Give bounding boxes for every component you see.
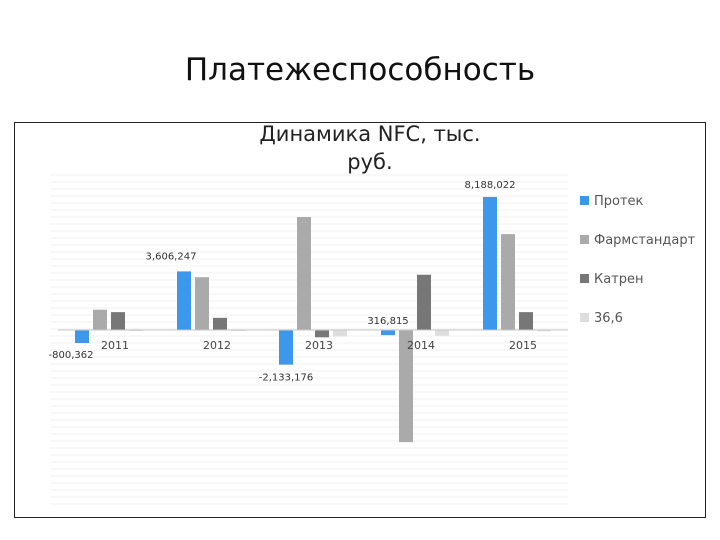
bar-2-2015 — [501, 234, 515, 330]
chart-frame — [14, 122, 706, 518]
legend-swatch — [580, 313, 589, 322]
bar-1-2011 — [75, 330, 89, 344]
legend-label: Протек — [594, 194, 644, 209]
x-tick-label: 2012 — [203, 339, 231, 352]
bar-3-2011 — [111, 312, 125, 330]
bar-2-2011 — [93, 309, 107, 330]
bar-1-2013 — [279, 330, 293, 365]
chart-title-line2: руб. — [347, 150, 393, 174]
legend-swatch — [580, 235, 589, 244]
bar-1-2012 — [177, 271, 191, 330]
bar-1-2014 — [381, 330, 395, 336]
bar-1-2015 — [483, 196, 497, 330]
legend: Протек Фармстандарт Катрен 36,6 — [580, 194, 696, 326]
bar-3-2013 — [315, 330, 329, 338]
data-label: -800,362 — [49, 350, 94, 361]
data-label: 3,606,247 — [146, 251, 197, 262]
legend-swatch — [580, 196, 589, 205]
legend-label: 36,6 — [594, 311, 623, 326]
x-axis: 2011 2012 2013 2014 2015 — [58, 329, 568, 352]
bar-4-2015 — [537, 330, 551, 332]
bar-2-2013 — [297, 217, 311, 330]
slide-title: Платежеспособность — [184, 52, 536, 88]
bar-4-2014 — [435, 330, 449, 336]
x-tick-label: 2014 — [407, 339, 435, 352]
data-labels: -800,362 3,606,247 -2,133,176 316,815 8,188,… — [49, 180, 516, 384]
bar-2-2014 — [399, 330, 413, 443]
bar-3-2014 — [417, 274, 431, 330]
x-tick-label: 2011 — [101, 339, 129, 352]
data-label: 8,188,022 — [465, 180, 516, 191]
x-tick-label: 2015 — [509, 339, 537, 352]
x-tick-label: 2013 — [305, 339, 333, 352]
legend-swatch — [580, 274, 589, 283]
bar-3-2015 — [519, 312, 533, 330]
chart-title-line1: Динамика NFC, тыс. — [259, 122, 481, 146]
bar-series — [75, 196, 551, 443]
chart-title: Динамика NFC, тыс. руб. — [200, 120, 540, 176]
legend-label: Катрен — [594, 272, 644, 287]
data-label: 316,815 — [367, 316, 408, 327]
bar-4-2013 — [333, 330, 347, 337]
bar-2-2012 — [195, 277, 209, 330]
bar-3-2012 — [213, 317, 227, 330]
data-label: -2,133,176 — [259, 373, 314, 384]
legend-label: Фармстандарт — [594, 233, 696, 248]
